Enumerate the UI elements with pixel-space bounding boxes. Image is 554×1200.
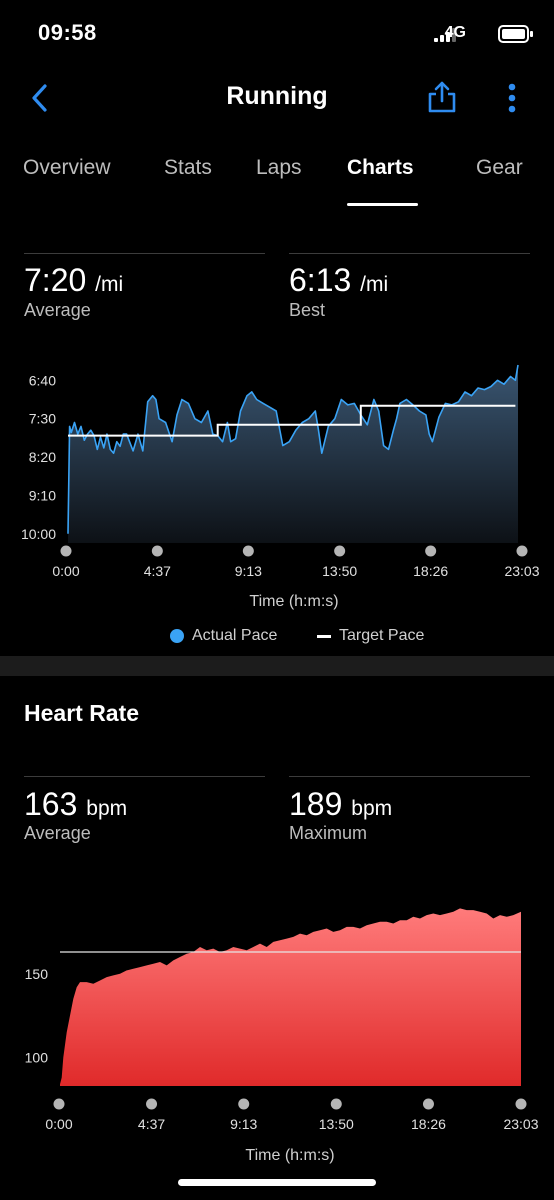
actual-pace-legend-label: Actual Pace: [192, 627, 278, 644]
heart-rate-area: [60, 908, 521, 1086]
pace-x-tick-label: 0:00: [52, 563, 79, 579]
pace-average-label: Average: [24, 300, 91, 320]
page-title: Running: [226, 82, 328, 110]
hr-x-tick-dot: [146, 1098, 158, 1110]
pace-best-value: 6:13 /mi: [289, 262, 388, 299]
tab-overview[interactable]: Overview: [23, 156, 111, 179]
hr-x-tick-dot: [422, 1098, 434, 1110]
pace-x-tick-dot: [242, 545, 254, 557]
back-button[interactable]: [26, 82, 56, 114]
tab-stats[interactable]: Stats: [164, 156, 212, 179]
pace-y-tick-label: 7:30: [29, 411, 56, 427]
pace-best-unit: /mi: [360, 273, 389, 296]
pace-x-tick-label: 13:50: [322, 563, 357, 579]
pace-y-tick-label: 9:10: [29, 487, 56, 503]
pace-x-tick-dot: [151, 545, 163, 557]
pace-best-label: Best: [289, 300, 326, 320]
target-pace-legend-label: Target Pace: [339, 627, 425, 644]
hr-average-label: Average: [24, 823, 91, 843]
target-pace-line: [68, 404, 516, 437]
hr-max-label: Maximum: [289, 823, 368, 843]
pace-x-tick-dot: [516, 545, 528, 557]
pace-average-value: 7:20 /mi: [24, 262, 123, 299]
actual-pace-legend-swatch: [170, 629, 184, 643]
network-type: 4G: [444, 24, 466, 41]
battery-icon: [498, 24, 534, 44]
hr-x-tick-label: 4:37: [138, 1116, 165, 1132]
share-icon: [428, 81, 456, 113]
hr-x-tick-label: 9:13: [230, 1116, 257, 1132]
divider: [24, 253, 265, 254]
pace-best-number: 6:13: [289, 262, 352, 298]
hr-max-number: 189: [289, 786, 343, 822]
heart-rate-chart: 150 100 0:00 4:37 9:13 13:50 18:26 23:03 Time …: [25, 908, 539, 1164]
share-button[interactable]: [426, 80, 458, 114]
hr-x-tick-label: 0:00: [45, 1116, 72, 1132]
tab-gear[interactable]: Gear: [476, 156, 523, 179]
hr-average-unit: bpm: [86, 797, 128, 820]
hr-x-tick-label: 13:50: [319, 1116, 354, 1132]
pace-y-tick-label: 10:00: [21, 526, 56, 542]
hr-x-tick-dot: [238, 1098, 250, 1110]
pace-x-tick-dot: [425, 545, 437, 557]
section-separator: [0, 656, 554, 676]
hr-x-tick-dot: [515, 1098, 527, 1110]
pace-chart: 6:40 7:30 8:20 9:10 10:00 0:00 4:37 9:13 13:50 1…: [21, 364, 540, 610]
chevron-left-icon: [32, 84, 47, 112]
tab-laps[interactable]: Laps: [256, 156, 302, 179]
hr-max-value: 189 bpm: [289, 786, 392, 823]
actual-pace-line: [67, 364, 519, 534]
hr-x-axis-label: Time (h:m:s): [245, 1147, 334, 1164]
pace-y-tick-label: 6:40: [29, 372, 56, 388]
pace-average-unit: /mi: [95, 273, 124, 296]
hr-x-tick-dot: [53, 1098, 65, 1110]
heart-rate-title: Heart Rate: [24, 700, 140, 726]
hr-x-tick-dot: [330, 1098, 342, 1110]
divider: [289, 253, 530, 254]
tab-charts[interactable]: Charts: [347, 156, 414, 179]
signal-icon: [434, 28, 460, 42]
status-time: 09:58: [38, 20, 97, 45]
active-tab-indicator: [347, 203, 418, 206]
pace-x-tick-label: 23:03: [504, 563, 539, 579]
hr-x-tick-label: 18:26: [411, 1116, 446, 1132]
hr-x-tick-label: 23:03: [503, 1116, 538, 1132]
hr-y-tick-label: 150: [25, 966, 49, 982]
home-indicator: [178, 1179, 376, 1186]
target-pace-legend-swatch: [317, 635, 331, 638]
pace-x-tick-label: 9:13: [235, 563, 262, 579]
hr-average-number: 163: [24, 786, 78, 822]
pace-y-tick-label: 8:20: [29, 449, 56, 465]
hr-y-tick-label: 100: [25, 1050, 49, 1066]
pace-x-tick-label: 4:37: [144, 563, 171, 579]
pace-average-number: 7:20: [24, 262, 87, 298]
pace-x-tick-dot: [334, 545, 346, 557]
more-vertical-icon: [508, 83, 516, 113]
pace-area: [68, 365, 518, 543]
more-options-button[interactable]: [503, 82, 521, 114]
pace-x-tick-dot: [60, 545, 72, 557]
divider: [24, 776, 265, 777]
pace-x-tick-label: 18:26: [413, 563, 448, 579]
pace-x-axis-label: Time (h:m:s): [249, 593, 338, 610]
hr-max-unit: bpm: [351, 797, 393, 820]
hr-average-value: 163 bpm: [24, 786, 127, 823]
divider: [289, 776, 530, 777]
